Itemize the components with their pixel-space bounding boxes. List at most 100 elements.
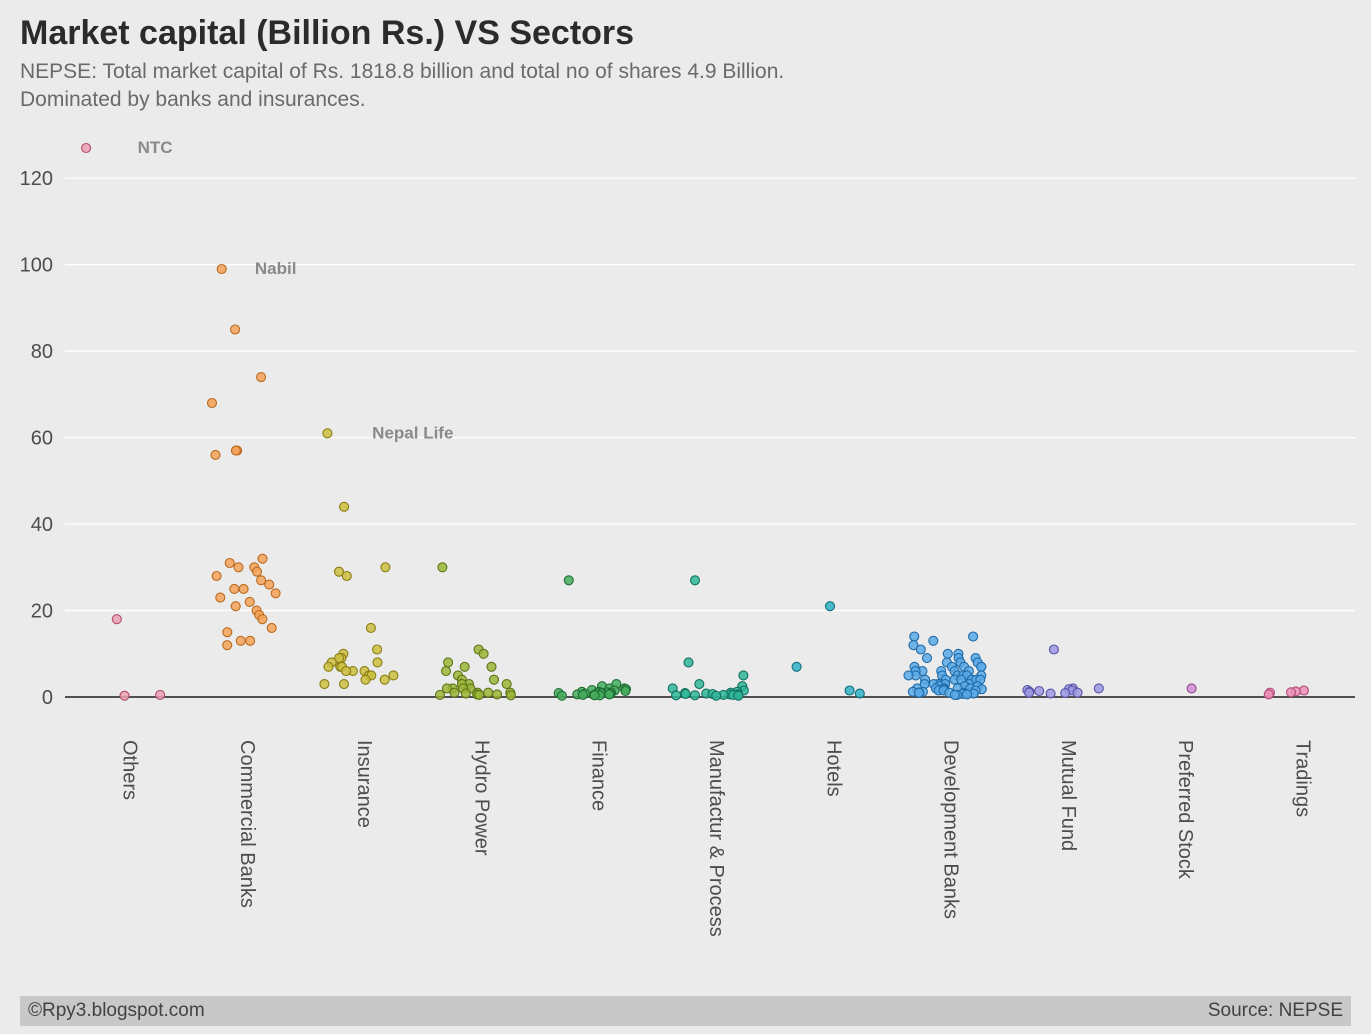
data-point <box>826 602 835 611</box>
annotation-label: Nepal Life <box>372 423 453 442</box>
x-tick-label: Preferred Stock <box>1174 740 1196 880</box>
data-point <box>487 662 496 671</box>
data-point <box>208 399 217 408</box>
y-tick-label: 40 <box>31 514 53 536</box>
data-point <box>557 691 566 700</box>
data-point <box>490 675 499 684</box>
data-point <box>977 662 986 671</box>
data-point <box>681 690 690 699</box>
data-point <box>231 602 240 611</box>
x-tick-label: Insurance <box>353 740 375 828</box>
data-point <box>389 671 398 680</box>
x-tick-label: Finance <box>588 740 610 811</box>
footer-credit: ©Rpy3.blogspot.com <box>28 1000 205 1022</box>
y-tick-label: 20 <box>31 601 53 623</box>
data-point <box>223 628 232 637</box>
annotation-label: Nabil <box>255 259 297 278</box>
data-point <box>257 576 266 585</box>
data-point <box>258 615 267 624</box>
data-point <box>217 265 226 274</box>
data-point <box>230 584 239 593</box>
data-point <box>323 429 332 438</box>
data-point <box>211 450 220 459</box>
data-point <box>373 645 382 654</box>
data-point <box>342 667 351 676</box>
data-point <box>578 690 587 699</box>
data-point <box>381 563 390 572</box>
x-tick-label: Development Banks <box>940 740 962 919</box>
data-point <box>484 688 493 697</box>
data-point <box>502 680 511 689</box>
data-point <box>923 654 932 663</box>
data-point <box>1287 688 1296 697</box>
data-point <box>564 576 573 585</box>
data-point <box>621 687 630 696</box>
data-point <box>112 615 121 624</box>
data-point <box>380 675 389 684</box>
data-point <box>672 691 681 700</box>
data-point <box>792 662 801 671</box>
data-point <box>436 690 445 699</box>
data-point <box>258 554 267 563</box>
data-point <box>225 559 234 568</box>
data-point <box>845 686 854 695</box>
y-tick-label: 100 <box>20 255 53 277</box>
data-point <box>691 576 700 585</box>
data-point <box>915 688 924 697</box>
data-point <box>916 645 925 654</box>
data-point <box>712 691 721 700</box>
data-point <box>1264 690 1273 699</box>
data-point <box>479 649 488 658</box>
data-point <box>82 144 91 153</box>
data-point <box>1049 645 1058 654</box>
x-tick-label: Manufactur & Process <box>705 740 727 937</box>
data-point <box>271 589 280 598</box>
data-point <box>1061 689 1070 698</box>
x-tick-label: Hotels <box>822 740 844 797</box>
data-point <box>245 597 254 606</box>
x-tick-label: Hydro Power <box>470 740 492 856</box>
annotation-label: NTC <box>138 138 173 157</box>
y-tick-label: 60 <box>31 428 53 450</box>
data-point <box>1035 687 1044 696</box>
data-point <box>695 680 704 689</box>
data-point <box>461 689 470 698</box>
data-point <box>506 691 515 700</box>
data-point <box>340 502 349 511</box>
data-point <box>236 636 245 645</box>
data-point <box>239 584 248 593</box>
y-tick-label: 80 <box>31 341 53 363</box>
data-point <box>475 690 484 699</box>
y-tick-label: 120 <box>20 168 53 190</box>
data-point <box>265 580 274 589</box>
data-point <box>605 690 614 699</box>
data-point <box>212 572 221 581</box>
chart-footer: ©Rpy3.blogspot.com Source: NEPSE <box>20 996 1351 1026</box>
data-point <box>366 623 375 632</box>
data-point <box>156 690 165 699</box>
x-tick-label: Tradings <box>1291 740 1313 817</box>
data-point <box>910 632 919 641</box>
data-point <box>963 690 972 699</box>
data-point <box>1046 689 1055 698</box>
data-point <box>1025 688 1034 697</box>
data-point <box>969 632 978 641</box>
data-point <box>943 649 952 658</box>
data-point <box>460 662 469 671</box>
data-point <box>373 658 382 667</box>
data-point <box>442 667 451 676</box>
data-point <box>1094 684 1103 693</box>
data-point <box>950 690 959 699</box>
data-point <box>231 325 240 334</box>
data-point <box>438 563 447 572</box>
data-point <box>216 593 225 602</box>
data-point <box>267 623 276 632</box>
data-point <box>257 373 266 382</box>
data-point <box>324 662 333 671</box>
data-point <box>590 691 599 700</box>
scatter-chart: 020406080100120OthersCommercial BanksIns… <box>0 0 1371 1034</box>
x-tick-label: Commercial Banks <box>236 740 258 908</box>
data-point <box>1073 688 1082 697</box>
data-point <box>253 567 262 576</box>
data-point <box>234 563 243 572</box>
